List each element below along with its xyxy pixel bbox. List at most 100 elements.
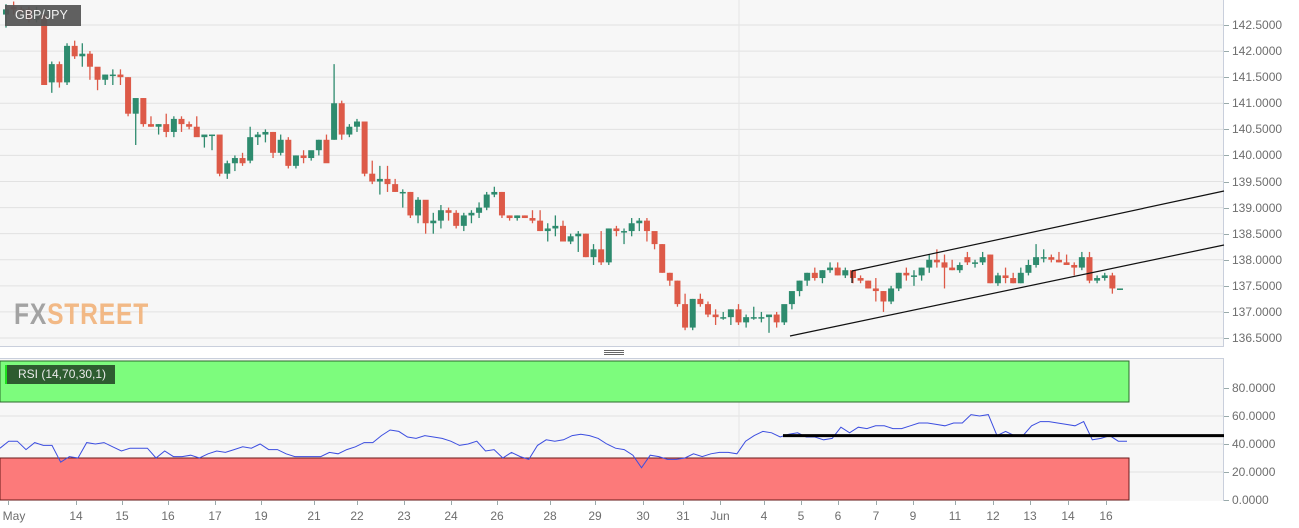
candle-body: [621, 231, 628, 233]
candle-body: [567, 236, 574, 242]
candle-body: [193, 126, 200, 138]
candle-body: [1117, 288, 1123, 290]
candle-body: [758, 317, 765, 319]
candle-body: [453, 212, 460, 226]
candle-body: [1010, 278, 1017, 284]
candle-body: [743, 317, 750, 323]
candle-body: [964, 257, 971, 263]
candle-body: [834, 267, 841, 276]
time-axis-tick: [215, 501, 216, 505]
rsi-axis-tick: [1224, 472, 1229, 473]
price-axis-label: 141.5000: [1232, 70, 1283, 85]
time-axis-tick: [643, 501, 644, 505]
candle-body: [628, 223, 635, 232]
time-axis-label: 5: [797, 509, 805, 523]
time-axis-tick: [8, 501, 9, 505]
time-axis-tick: [683, 501, 684, 505]
price-axis-label: 136.5000: [1232, 331, 1283, 346]
rsi-indicator-label[interactable]: RSI (14,70,30,1): [5, 365, 115, 384]
rsi-axis-label: 20.0000: [1232, 465, 1276, 479]
candle-body: [918, 267, 925, 276]
candle-body: [697, 298, 704, 305]
candle-body: [422, 199, 429, 224]
candle-body: [643, 220, 650, 232]
candle-body: [766, 314, 773, 318]
candle-body: [300, 155, 307, 159]
candle-body: [544, 228, 551, 232]
trendline-channel-lower: [789, 244, 1225, 337]
candle-body: [582, 233, 589, 258]
time-axis-label: 4: [760, 509, 768, 523]
time-axis-label: 19: [254, 509, 268, 523]
time-axis-label: 24: [444, 509, 458, 523]
candle-body: [117, 74, 124, 78]
fxstreet-watermark-logo: FXSTREET: [14, 298, 149, 332]
rsi-axis-tick: [1224, 500, 1229, 501]
candle-body: [94, 66, 101, 80]
candle-body: [331, 103, 338, 140]
candle-body: [376, 178, 383, 182]
candle-body: [155, 124, 162, 127]
time-axis-tick: [1068, 501, 1069, 505]
candle-body: [888, 288, 895, 302]
candle-body: [1040, 257, 1047, 259]
candle-body: [216, 134, 223, 174]
pane-resize-handle-icon[interactable]: [604, 350, 624, 356]
time-axis-label: 22: [350, 509, 364, 523]
candle-body: [430, 220, 437, 224]
candle-body: [41, 14, 48, 85]
candle-body: [163, 124, 170, 132]
candle-body: [949, 267, 956, 271]
candle-body: [872, 288, 879, 292]
candle-body: [178, 118, 185, 125]
candle-body: [849, 270, 856, 279]
candle-body: [445, 210, 452, 213]
candle-body: [933, 259, 940, 263]
candle-body: [1101, 275, 1108, 279]
time-axis-label: 29: [588, 509, 602, 523]
price-axis-label: 138.5000: [1232, 226, 1283, 241]
time-axis-tick: [261, 501, 262, 505]
candle-body: [1025, 264, 1032, 273]
candle-body: [941, 262, 948, 268]
candle-body: [552, 225, 559, 229]
candle-body: [71, 45, 78, 57]
candle-body: [994, 275, 1001, 284]
candle-body: [1086, 257, 1093, 281]
candle-body: [788, 291, 795, 305]
price-axis-tick: [1224, 233, 1229, 235]
candle-body: [613, 228, 620, 232]
price-axis-label: 139.0000: [1232, 200, 1283, 215]
candle-body: [1002, 275, 1009, 279]
candle-body: [209, 134, 216, 137]
candle-body: [1033, 257, 1040, 265]
price-chart-pane[interactable]: [0, 0, 1224, 347]
candle-body: [712, 314, 719, 318]
rsi-axis-tick: [1224, 444, 1229, 445]
time-axis-tick: [1030, 501, 1031, 505]
candle-body: [781, 304, 788, 323]
price-axis-label: 137.5000: [1232, 278, 1283, 293]
time-axis-tick: [168, 501, 169, 505]
price-axis-tick: [1224, 155, 1229, 157]
candle-body: [575, 233, 582, 237]
price-axis-tick: [1224, 129, 1229, 131]
candle-body: [605, 228, 612, 263]
price-axis-tick: [1224, 51, 1229, 53]
rsi-oversold-zone: [0, 457, 1130, 501]
price-axis-label: 142.5000: [1232, 18, 1283, 32]
rsi-axis-tick: [1224, 416, 1229, 417]
candle-body: [514, 215, 521, 219]
candle-body: [880, 291, 887, 302]
candle-body: [323, 139, 330, 164]
candle-body: [140, 98, 147, 125]
candle-body: [720, 317, 727, 319]
time-axis-label: 28: [543, 509, 557, 523]
rsi-line: [0, 414, 1127, 469]
price-axis-tick: [1224, 181, 1229, 183]
candle-body: [796, 280, 803, 292]
price-axis-tick: [1224, 207, 1229, 209]
time-axis-label: 17: [208, 509, 222, 523]
candle-body: [598, 249, 605, 263]
